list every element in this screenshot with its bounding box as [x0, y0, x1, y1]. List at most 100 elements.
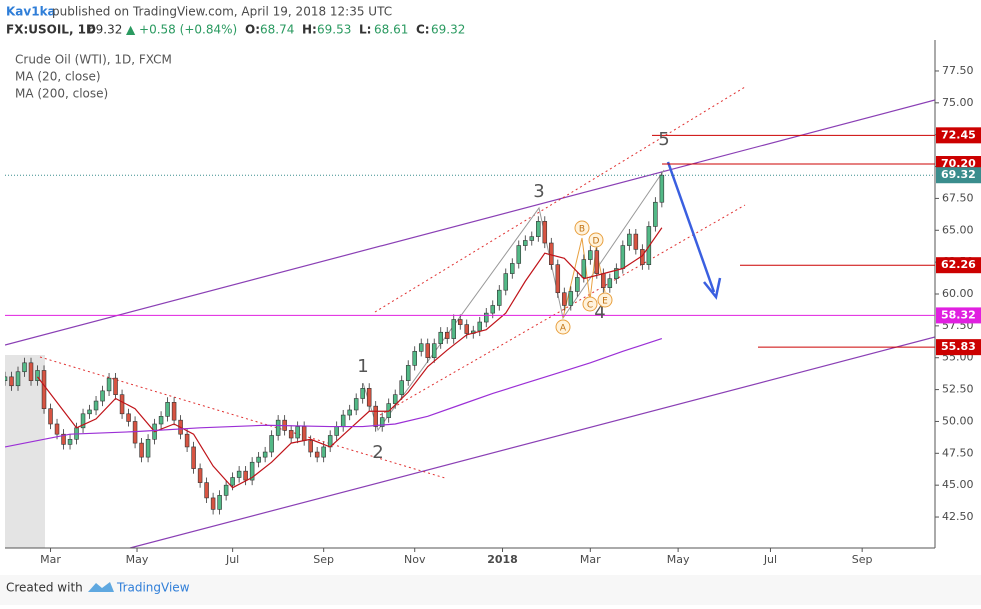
- y-tick-label: 75.00: [942, 96, 974, 109]
- subwave-label: E: [602, 297, 608, 307]
- candle-body: [28, 362, 34, 381]
- brand-logo: [88, 582, 114, 592]
- candle-body: [425, 343, 430, 359]
- candle-body: [41, 370, 47, 410]
- candle-body: [321, 446, 326, 458]
- y-tick-label: 52.50: [942, 383, 974, 396]
- ohlc-key: L:: [359, 23, 371, 37]
- candle-body: [360, 388, 365, 399]
- candle-body: [48, 408, 53, 425]
- candle-body: [347, 409, 352, 416]
- y-tick-label: 65.00: [942, 223, 974, 236]
- candle-body: [139, 442, 144, 458]
- level-tag: [936, 127, 981, 144]
- candle-body: [5, 376, 8, 381]
- chart-title: Crude Oil (WTI), 1D, FXCM: [15, 53, 172, 67]
- candle-body: [418, 343, 424, 352]
- footer-brand[interactable]: TradingView: [116, 581, 190, 595]
- candle-body: [80, 413, 86, 429]
- level-tag: [936, 257, 981, 274]
- candle-body: [223, 484, 229, 496]
- symbol: FX:USOIL, 1D: [6, 23, 96, 37]
- ohlc-value: 68.74: [260, 23, 294, 37]
- level-tag: [936, 339, 981, 356]
- change: ▲ +0.58 (+0.84%): [126, 23, 237, 37]
- y-tick-label: 42.50: [942, 510, 974, 523]
- candle-body: [399, 380, 404, 395]
- x-tick-label: May: [667, 553, 690, 566]
- x-tick-label: Jul: [225, 553, 239, 566]
- candle-body: [308, 440, 313, 453]
- ohlc-key: C:: [416, 23, 430, 37]
- channel-line: [39, 356, 446, 479]
- arrow-head: [703, 277, 722, 300]
- forecast-arrow: [666, 161, 716, 293]
- candle-body: [158, 416, 164, 425]
- candle-body: [575, 277, 580, 292]
- candle-body: [379, 417, 385, 427]
- x-tick-label: Jul: [763, 553, 777, 566]
- candle-body: [184, 433, 190, 448]
- y-tick-label: 50.00: [942, 414, 974, 427]
- y-tick-label: 77.50: [942, 64, 974, 77]
- ohlc-value: 69.32: [431, 23, 465, 37]
- candle-body: [119, 394, 125, 415]
- candle-body: [22, 362, 27, 373]
- level-tag: [936, 167, 981, 184]
- candle-body: [490, 305, 496, 314]
- candle-body: [503, 273, 509, 291]
- ohlc-key: O:: [245, 23, 260, 37]
- candle-body: [301, 426, 307, 441]
- subwave-label: A: [560, 324, 567, 334]
- candle-body: [392, 394, 398, 404]
- subwave-label: B: [579, 225, 585, 235]
- candle-body: [536, 221, 541, 237]
- candle-body: [230, 477, 235, 486]
- candle-body: [568, 291, 574, 306]
- candle-body: [373, 405, 378, 427]
- candle-body: [653, 201, 658, 227]
- x-tick-label: May: [126, 553, 149, 566]
- wave-label: 4: [594, 302, 605, 323]
- channel-line: [374, 86, 746, 313]
- level-label: 62.26: [941, 258, 976, 271]
- x-tick-label: Sep: [313, 553, 334, 566]
- wave-label: 3: [533, 181, 544, 202]
- candle-body: [67, 438, 73, 445]
- subwave-marker: [588, 232, 604, 248]
- candle-body: [457, 319, 463, 325]
- subwave-label: C: [587, 301, 593, 311]
- candle-body: [295, 426, 300, 439]
- candle-body: [594, 250, 600, 274]
- candle-body: [431, 343, 437, 359]
- x-tick-label: Sep: [852, 553, 873, 566]
- x-tick-label: Mar: [580, 553, 601, 566]
- x-tick-label: Nov: [404, 553, 426, 566]
- candle-body: [340, 414, 346, 427]
- level-label: 69.32: [941, 168, 976, 181]
- x-tick-label: 2018: [487, 553, 518, 566]
- candle-body: [353, 398, 359, 411]
- level-tag: [936, 307, 981, 324]
- wave-label: 5: [658, 129, 669, 150]
- candle-body: [113, 377, 118, 395]
- candle-body: [523, 240, 528, 246]
- candle-body: [93, 400, 99, 411]
- author[interactable]: Kav1ka: [6, 5, 56, 19]
- candle-body: [126, 413, 131, 422]
- candle-body: [100, 390, 105, 402]
- candle-body: [243, 470, 248, 481]
- candle-body: [614, 268, 619, 280]
- candle-body: [562, 292, 567, 306]
- candle-body: [549, 242, 554, 265]
- candle-body: [288, 430, 294, 439]
- legend-entry: MA (200, close): [15, 87, 108, 101]
- candle-body: [236, 470, 242, 478]
- ohlc-value: 68.61: [374, 23, 408, 37]
- subwave-marker: [555, 319, 571, 335]
- candle-body: [275, 419, 281, 436]
- footer-text: Created with: [6, 581, 83, 595]
- candle-body: [451, 319, 456, 339]
- candle-body: [171, 402, 177, 421]
